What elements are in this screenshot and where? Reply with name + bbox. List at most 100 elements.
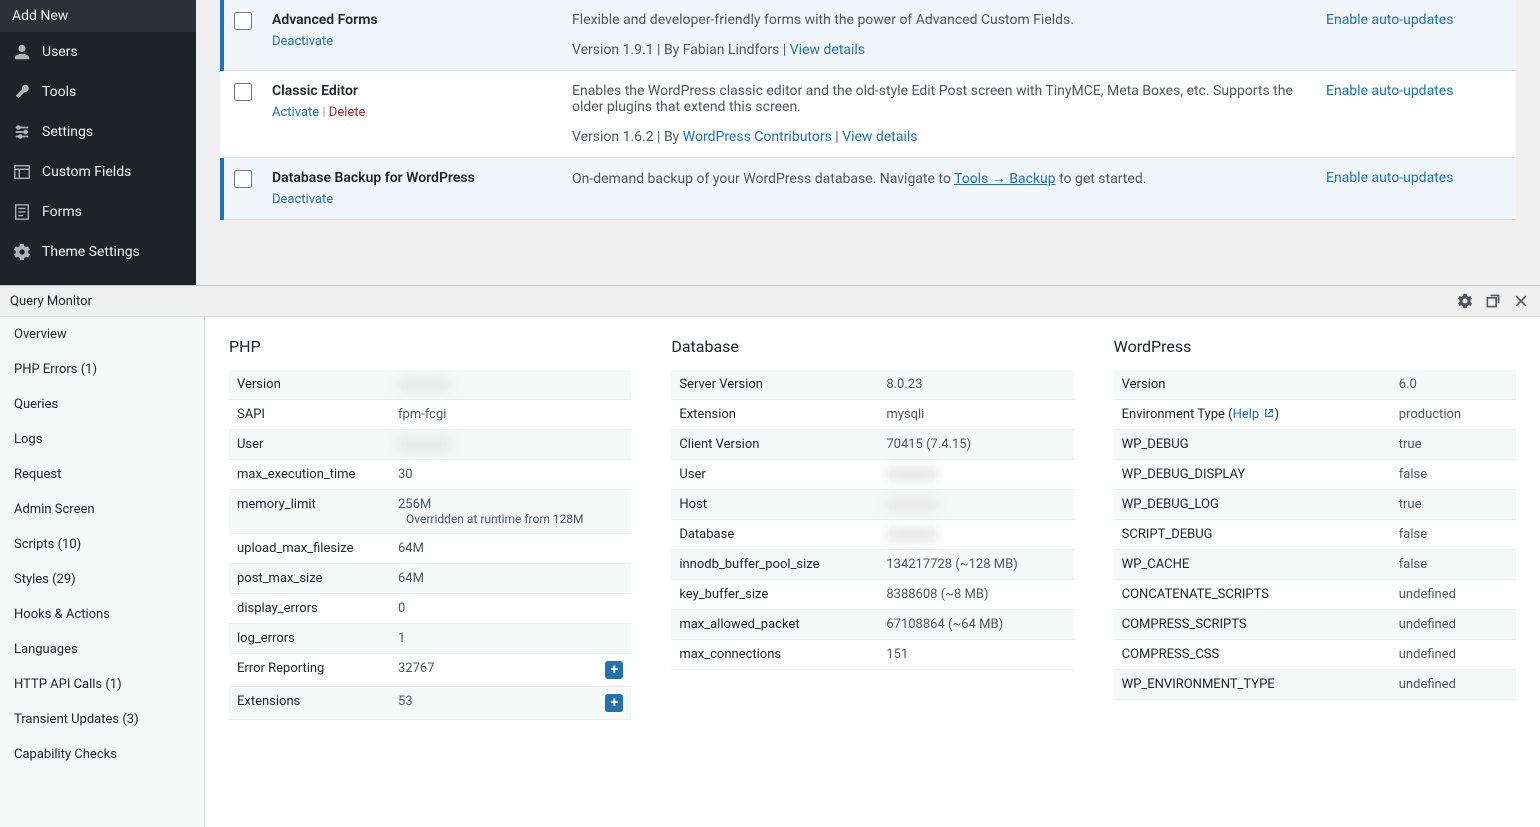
qm-row: display_errors0 <box>229 594 631 624</box>
qm-row: WP_DEBUGtrue <box>1114 430 1516 460</box>
qm-sidebar-item[interactable]: Capability Checks <box>0 737 204 772</box>
qm-row-value: 67108864 (~64 MB) <box>878 610 1073 640</box>
qm-row: SCRIPT_DEBUGfalse <box>1114 520 1516 550</box>
qm-row-value: 0 <box>390 594 631 624</box>
qm-row-value: xxxxxxxx <box>390 430 631 460</box>
popout-icon[interactable] <box>1484 292 1502 310</box>
qm-row: WP_CACHEfalse <box>1114 550 1516 580</box>
qm-row-key: Host <box>671 490 878 520</box>
qm-row: max_execution_time30 <box>229 460 631 490</box>
sidebar-item-custom-fields[interactable]: Custom Fields <box>0 152 196 192</box>
qm-row-key: User <box>671 460 878 490</box>
qm-database-table: Server Version8.0.23ExtensionmysqliClien… <box>671 370 1073 670</box>
qm-col-wordpress: WordPress Version6.0Environment Type (He… <box>1114 337 1516 807</box>
plugin-meta-link[interactable]: View details <box>790 42 865 58</box>
qm-row-value: 8.0.23 <box>878 370 1073 400</box>
sidebar-item-label: Theme Settings <box>42 244 140 260</box>
qm-row-value: 151 <box>878 640 1073 670</box>
qm-row: Version6.0 <box>1114 370 1516 400</box>
qm-row-value: xxxxxxxx <box>878 520 1073 550</box>
sidebar-item-forms[interactable]: Forms <box>0 192 196 232</box>
enable-auto-updates-link[interactable]: Enable auto-updates <box>1326 12 1453 28</box>
sidebar-item-tools[interactable]: Tools <box>0 72 196 112</box>
qm-row-value: undefined <box>1391 580 1516 610</box>
plugin-meta-link[interactable]: WordPress Contributors <box>683 129 832 145</box>
qm-row-value: 70415 (7.4.15) <box>878 430 1073 460</box>
qm-sidebar-item[interactable]: Styles (29) <box>0 562 204 597</box>
qm-row-value: false <box>1391 520 1516 550</box>
qm-sidebar-item[interactable]: Admin Screen <box>0 492 204 527</box>
qm-row: Host xxxxxxxx <box>671 490 1073 520</box>
qm-sidebar-item[interactable]: Logs <box>0 422 204 457</box>
plugin-checkbox[interactable] <box>234 12 252 30</box>
qm-sidebar-item[interactable]: Languages <box>0 632 204 667</box>
plugin-description: Flexible and developer-friendly forms wi… <box>572 12 1306 28</box>
qm-row: Error Reporting32767+ <box>229 654 631 687</box>
redacted-value: xxxxxxxx <box>398 377 450 392</box>
qm-sidebar-item[interactable]: Scripts (10) <box>0 527 204 562</box>
plugin-row: Database Backup for WordPressDeactivateO… <box>222 158 1516 220</box>
plugin-name: Advanced Forms <box>272 12 552 28</box>
qm-row-key: display_errors <box>229 594 390 624</box>
expand-button[interactable]: + <box>605 694 623 712</box>
plugin-action-deactivate[interactable]: Deactivate <box>272 34 333 49</box>
qm-row-key: innodb_buffer_pool_size <box>671 550 878 580</box>
qm-wordpress-title: WordPress <box>1114 337 1516 356</box>
sidebar-item-theme-settings[interactable]: Theme Settings <box>0 232 196 272</box>
qm-row-value: true <box>1391 490 1516 520</box>
redacted-value: xxxxxxxx <box>886 527 938 542</box>
plugin-action-delete[interactable]: Delete <box>329 105 366 120</box>
qm-sidebar-item[interactable]: PHP Errors (1) <box>0 352 204 387</box>
plugin-row-actions: Deactivate <box>272 34 552 49</box>
plugin-action-deactivate[interactable]: Deactivate <box>272 192 333 207</box>
qm-php-title: PHP <box>229 337 631 356</box>
plugin-action-activate[interactable]: Activate <box>272 105 319 120</box>
qm-row-key: WP_DEBUG_DISPLAY <box>1114 460 1391 490</box>
plugin-checkbox[interactable] <box>234 170 252 188</box>
qm-row-key: max_execution_time <box>229 460 390 490</box>
qm-title: Query Monitor <box>10 294 92 309</box>
sidebar-item-label: Users <box>42 44 78 60</box>
qm-sidebar-item[interactable]: Queries <box>0 387 204 422</box>
enable-auto-updates-link[interactable]: Enable auto-updates <box>1326 170 1453 186</box>
qm-row-key: SAPI <box>229 400 390 430</box>
qm-row-key: post_max_size <box>229 564 390 594</box>
expand-button[interactable]: + <box>605 661 623 679</box>
query-monitor-panel: Query Monitor OverviewPHP Errors (1)Quer… <box>0 285 1540 827</box>
qm-row-value: xxxxxxxx <box>390 370 631 400</box>
plugin-description: On-demand backup of your WordPress datab… <box>572 170 1306 187</box>
qm-sidebar-item[interactable]: Transient Updates (3) <box>0 702 204 737</box>
qm-row-key: WP_DEBUG_LOG <box>1114 490 1391 520</box>
qm-database-title: Database <box>671 337 1073 356</box>
sidebar-item-settings[interactable]: Settings <box>0 112 196 152</box>
plugin-checkbox[interactable] <box>234 83 252 101</box>
custom-fields-icon <box>12 162 32 182</box>
gear-icon[interactable] <box>1456 292 1474 310</box>
plugin-row-actions: Activate | Delete <box>272 105 552 120</box>
enable-auto-updates-link[interactable]: Enable auto-updates <box>1326 83 1453 99</box>
qm-wordpress-table: Version6.0Environment Type (Help )produc… <box>1114 370 1516 700</box>
redacted-value: xxxxxxxx <box>886 497 938 512</box>
sidebar-item-label: Tools <box>42 84 76 100</box>
qm-row-value: 134217728 (~128 MB) <box>878 550 1073 580</box>
qm-sidebar-item[interactable]: HTTP API Calls (1) <box>0 667 204 702</box>
add-new-menu-item[interactable]: Add New <box>0 0 196 32</box>
close-icon[interactable] <box>1512 292 1530 310</box>
qm-row-value: xxxxxxxx <box>878 460 1073 490</box>
sidebar-item-users[interactable]: Users <box>0 32 196 72</box>
qm-row: COMPRESS_CSSundefined <box>1114 640 1516 670</box>
qm-row-value: 53+ <box>390 687 631 720</box>
help-link[interactable]: Help <box>1233 407 1275 422</box>
qm-row-value: false <box>1391 550 1516 580</box>
plugin-desc-link[interactable]: Tools → Backup <box>954 171 1056 187</box>
qm-sidebar: OverviewPHP Errors (1)QueriesLogsRequest… <box>0 317 205 827</box>
qm-row: Databasexxxxxxxx <box>671 520 1073 550</box>
qm-sidebar-item[interactable]: Hooks & Actions <box>0 597 204 632</box>
qm-row: post_max_size64M <box>229 564 631 594</box>
qm-sidebar-item[interactable]: Overview <box>0 317 204 352</box>
qm-sidebar-item[interactable]: Request <box>0 457 204 492</box>
qm-row-value: 32767+ <box>390 654 631 687</box>
plugin-meta-link[interactable]: View details <box>842 129 917 145</box>
qm-row: memory_limit256MOverridden at runtime fr… <box>229 490 631 534</box>
qm-row-key: User <box>229 430 390 460</box>
